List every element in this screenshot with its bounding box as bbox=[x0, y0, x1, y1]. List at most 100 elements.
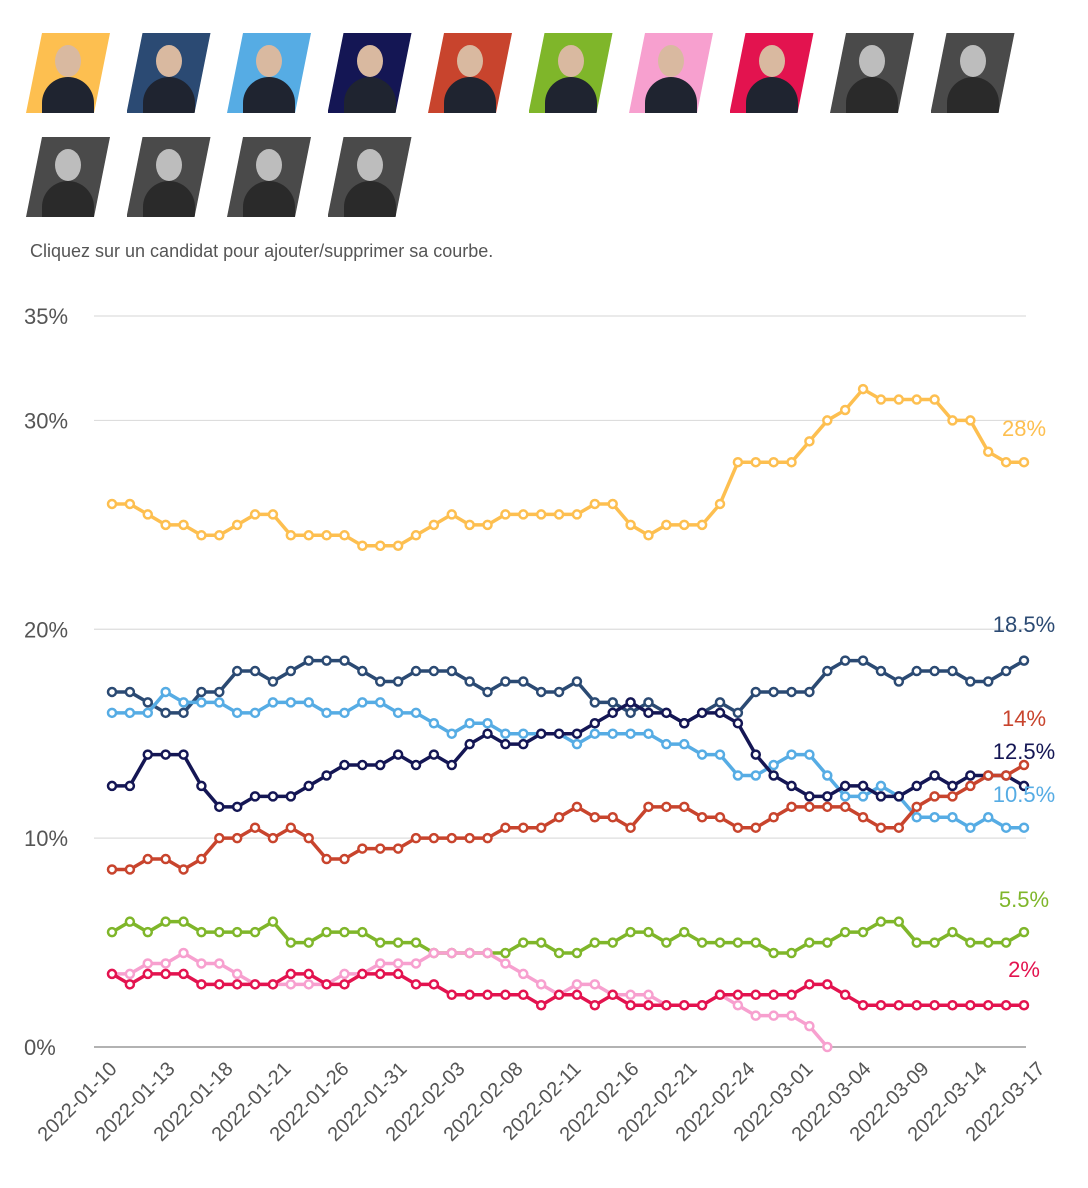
data-point bbox=[249, 979, 261, 990]
data-point bbox=[303, 968, 314, 980]
data-point bbox=[1000, 456, 1012, 468]
data-point bbox=[214, 686, 225, 698]
data-point bbox=[1018, 822, 1030, 833]
data-point bbox=[571, 801, 583, 813]
data-point bbox=[392, 958, 404, 969]
data-point bbox=[231, 926, 243, 938]
candidate-toggle-11[interactable] bbox=[26, 137, 110, 217]
data-point bbox=[911, 812, 922, 823]
data-point bbox=[571, 738, 583, 750]
data-point bbox=[589, 999, 601, 1011]
data-point bbox=[357, 540, 368, 551]
data-point bbox=[965, 999, 976, 1011]
data-point bbox=[571, 979, 583, 990]
data-point bbox=[124, 780, 136, 792]
data-point bbox=[607, 697, 618, 708]
data-point bbox=[249, 509, 261, 520]
data-point bbox=[106, 926, 118, 938]
data-point bbox=[714, 498, 726, 510]
instruction-text: Cliquez sur un candidat pour ajouter/sup… bbox=[30, 241, 494, 261]
data-point bbox=[214, 801, 225, 813]
data-point bbox=[643, 926, 654, 938]
data-point bbox=[321, 926, 332, 938]
data-point bbox=[571, 676, 583, 687]
portrait-head-icon bbox=[256, 149, 282, 181]
data-point bbox=[589, 812, 601, 823]
data-point bbox=[106, 686, 118, 698]
data-point bbox=[142, 749, 154, 760]
data-point bbox=[374, 958, 386, 969]
candidate-toggle-3[interactable] bbox=[227, 33, 311, 113]
data-point bbox=[196, 958, 207, 969]
data-point bbox=[929, 812, 940, 823]
data-point bbox=[339, 530, 350, 541]
data-point bbox=[339, 707, 350, 719]
data-point bbox=[518, 509, 529, 520]
data-point bbox=[929, 999, 940, 1011]
candidate-toggle-5[interactable] bbox=[428, 33, 512, 113]
data-point bbox=[714, 812, 726, 823]
data-point bbox=[160, 968, 171, 980]
candidate-toggle-14[interactable] bbox=[327, 137, 412, 217]
data-point bbox=[321, 707, 332, 719]
data-point bbox=[750, 1010, 762, 1021]
data-point bbox=[339, 655, 350, 666]
data-point bbox=[553, 812, 565, 823]
data-point bbox=[947, 926, 958, 938]
data-point bbox=[249, 822, 261, 833]
data-point bbox=[732, 770, 744, 781]
data-point bbox=[428, 832, 440, 844]
portrait-body-icon bbox=[343, 181, 396, 217]
data-point bbox=[303, 937, 314, 948]
data-point bbox=[839, 801, 851, 813]
candidate-toggle-8[interactable] bbox=[729, 33, 814, 113]
data-point bbox=[661, 738, 672, 750]
candidate-toggle-4[interactable] bbox=[327, 33, 412, 113]
data-point bbox=[214, 958, 225, 969]
data-point bbox=[374, 676, 386, 687]
data-point bbox=[607, 498, 618, 510]
data-point bbox=[982, 446, 994, 458]
portrait-body-icon bbox=[243, 181, 295, 217]
candidate-toggle-7[interactable] bbox=[629, 33, 713, 113]
candidate-toggle-13[interactable] bbox=[227, 137, 311, 217]
portrait-body-icon bbox=[42, 77, 94, 113]
data-point bbox=[553, 686, 565, 698]
data-point bbox=[357, 665, 368, 677]
data-point bbox=[804, 749, 815, 760]
data-point bbox=[446, 759, 458, 771]
series-line bbox=[110, 690, 1026, 830]
data-point bbox=[1018, 759, 1030, 771]
candidate-toggle-2[interactable] bbox=[126, 33, 211, 113]
portrait-head-icon bbox=[55, 149, 81, 181]
data-point bbox=[786, 456, 797, 468]
data-point bbox=[410, 530, 422, 541]
data-point bbox=[661, 707, 672, 719]
candidate-toggle-12[interactable] bbox=[126, 137, 211, 217]
portrait-head-icon bbox=[758, 45, 785, 77]
data-point bbox=[607, 937, 618, 948]
candidate-toggle-9[interactable] bbox=[830, 33, 914, 113]
data-point bbox=[625, 999, 636, 1011]
data-point bbox=[1018, 926, 1030, 938]
data-point bbox=[285, 665, 297, 677]
data-point bbox=[482, 947, 493, 959]
data-point bbox=[374, 759, 386, 771]
data-point bbox=[428, 749, 440, 760]
data-point bbox=[321, 853, 332, 865]
candidate-photo bbox=[227, 137, 311, 217]
data-point bbox=[410, 832, 422, 844]
data-point bbox=[804, 801, 815, 813]
candidate-toggle-10[interactable] bbox=[930, 33, 1015, 113]
data-point bbox=[625, 822, 636, 833]
candidate-toggle-1[interactable] bbox=[26, 33, 110, 113]
candidate-toggle-6[interactable] bbox=[528, 33, 613, 113]
data-point bbox=[160, 749, 171, 760]
data-point bbox=[303, 697, 314, 708]
data-point bbox=[446, 509, 458, 520]
data-point bbox=[249, 926, 261, 938]
data-point bbox=[160, 853, 171, 865]
data-point bbox=[571, 989, 583, 1001]
data-point bbox=[410, 979, 422, 990]
data-point bbox=[214, 926, 225, 938]
